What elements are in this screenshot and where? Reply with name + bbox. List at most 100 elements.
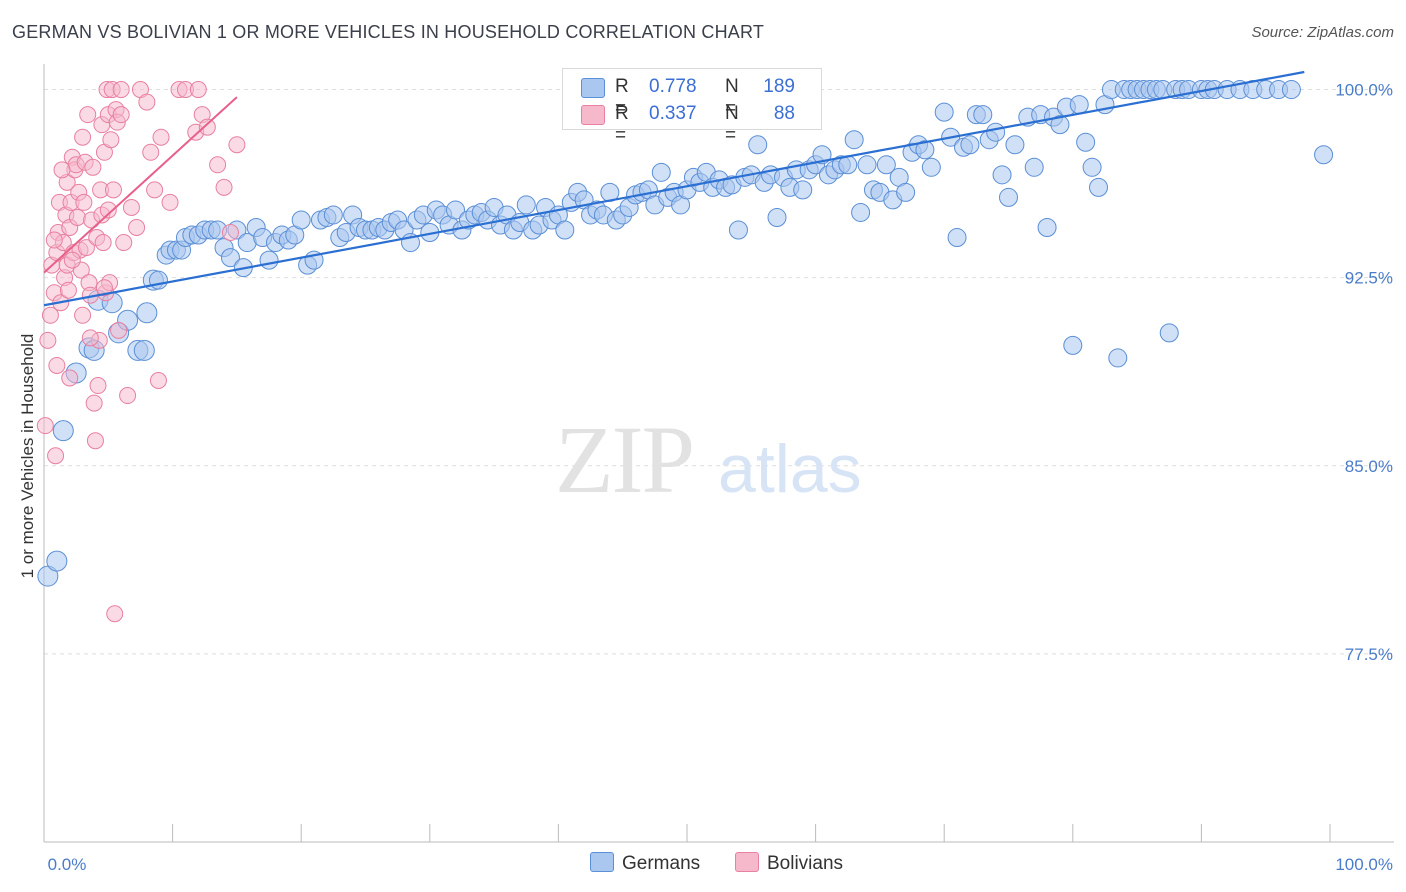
trendlines xyxy=(43,70,1305,307)
bolivian-point xyxy=(198,118,216,136)
bolivian-point xyxy=(152,128,170,146)
bolivian-point xyxy=(138,93,156,111)
y-tick-label-2: 85.0% xyxy=(1345,457,1393,476)
german-point xyxy=(651,162,671,182)
german-point xyxy=(876,155,896,175)
bolivian-point xyxy=(79,106,97,124)
bolivian-legend-swatch xyxy=(735,852,759,872)
bolivian-point xyxy=(142,143,160,161)
bolivian-point xyxy=(39,331,57,349)
german-point xyxy=(915,140,935,160)
german-legend-swatch xyxy=(590,852,614,872)
chart-source: Source: ZipAtlas.com xyxy=(1251,24,1394,41)
german-swatch xyxy=(581,78,605,98)
bolivian-point xyxy=(89,377,107,395)
german-point xyxy=(857,155,877,175)
n-value: 189 xyxy=(763,76,795,97)
bolivian-point xyxy=(41,306,59,324)
bolivian-point xyxy=(110,321,128,339)
bolivian-point xyxy=(68,208,86,226)
bolivian-point xyxy=(75,193,93,211)
german-point xyxy=(446,200,466,220)
y-tick-label-1: 92.5% xyxy=(1345,269,1393,288)
german-point xyxy=(1108,348,1128,368)
x-tick-label-1: 100.0% xyxy=(1335,855,1393,874)
bolivian-point xyxy=(48,356,66,374)
german-point xyxy=(259,250,279,270)
y-tick-label-0: 100.0% xyxy=(1335,81,1393,100)
r-label: R = xyxy=(615,103,629,146)
german-point xyxy=(555,220,575,240)
german-point xyxy=(52,420,74,442)
r-label: R = xyxy=(615,76,629,119)
german-point xyxy=(1082,157,1102,177)
german-point xyxy=(793,180,813,200)
bolivian-point xyxy=(74,128,92,146)
german-point xyxy=(1024,157,1044,177)
german-point xyxy=(767,207,787,227)
german-point xyxy=(748,135,768,155)
german-point xyxy=(148,270,168,290)
bolivian-point xyxy=(45,231,63,249)
bolivian-points xyxy=(36,81,246,623)
german-point xyxy=(973,105,993,125)
bolivian-point xyxy=(146,181,164,199)
german-point xyxy=(844,130,864,150)
bolivian-point xyxy=(161,193,179,211)
bolivian-point xyxy=(104,181,122,199)
bolivian-point xyxy=(85,394,103,412)
bolivian-point xyxy=(189,81,207,99)
legend-germans: Germans xyxy=(590,852,700,875)
bolivian-point xyxy=(209,156,227,174)
bolivian-point xyxy=(59,281,77,299)
german-point xyxy=(921,157,941,177)
bolivian-point xyxy=(128,219,146,237)
german-point xyxy=(1076,132,1096,152)
bolivian-point xyxy=(112,81,130,99)
german-point xyxy=(220,248,240,268)
bolivian-point xyxy=(112,106,130,124)
y-tick-label-3: 77.5% xyxy=(1345,645,1393,664)
bolivian-point xyxy=(53,161,71,179)
bolivian-point xyxy=(115,234,133,252)
german-point xyxy=(1281,80,1301,100)
bolivian-point xyxy=(122,198,140,216)
bolivian-legend-label: Bolivians xyxy=(767,853,844,874)
watermark: ZIP atlas xyxy=(555,406,862,513)
n-label: N = xyxy=(725,76,739,119)
german-point xyxy=(1069,95,1089,115)
bolivian-point xyxy=(47,447,65,465)
german-point xyxy=(136,302,158,324)
german-point xyxy=(851,202,871,222)
axes xyxy=(43,64,1394,843)
german-point xyxy=(1005,135,1025,155)
german-trendline xyxy=(43,70,1305,307)
german-point xyxy=(812,145,832,165)
german-point xyxy=(896,182,916,202)
legend-bolivians: Bolivians xyxy=(735,852,843,875)
n-label: N = xyxy=(725,103,739,146)
german-point xyxy=(323,205,343,225)
bolivian-point xyxy=(61,369,79,387)
german-point xyxy=(999,187,1018,207)
bolivian-swatch xyxy=(581,105,605,125)
stats-legend: R = 0.778 N = 189 R = 0.337 N = 88 xyxy=(562,68,822,146)
german-point xyxy=(934,102,954,122)
bolivian-point xyxy=(221,224,239,242)
german-legend-label: Germans xyxy=(622,853,701,874)
y-axis-label: 1 or more Vehicles in Household xyxy=(18,334,37,579)
bolivian-point xyxy=(215,178,233,196)
bolivian-point xyxy=(149,372,167,390)
n-value: 88 xyxy=(773,103,795,124)
watermark-atlas: atlas xyxy=(718,431,862,507)
bolivian-point xyxy=(119,387,137,405)
r-value: 0.337 xyxy=(649,103,697,124)
tick-labels: 100.0% 92.5% 85.0% 77.5% 0.0% 100.0% xyxy=(48,81,1393,874)
german-point xyxy=(1089,177,1109,197)
r-value: 0.778 xyxy=(649,76,697,97)
bolivian-point xyxy=(36,417,54,435)
german-point xyxy=(1037,218,1057,238)
bolivian-point xyxy=(102,131,120,149)
bolivian-point xyxy=(63,251,81,269)
german-points xyxy=(37,80,1334,587)
